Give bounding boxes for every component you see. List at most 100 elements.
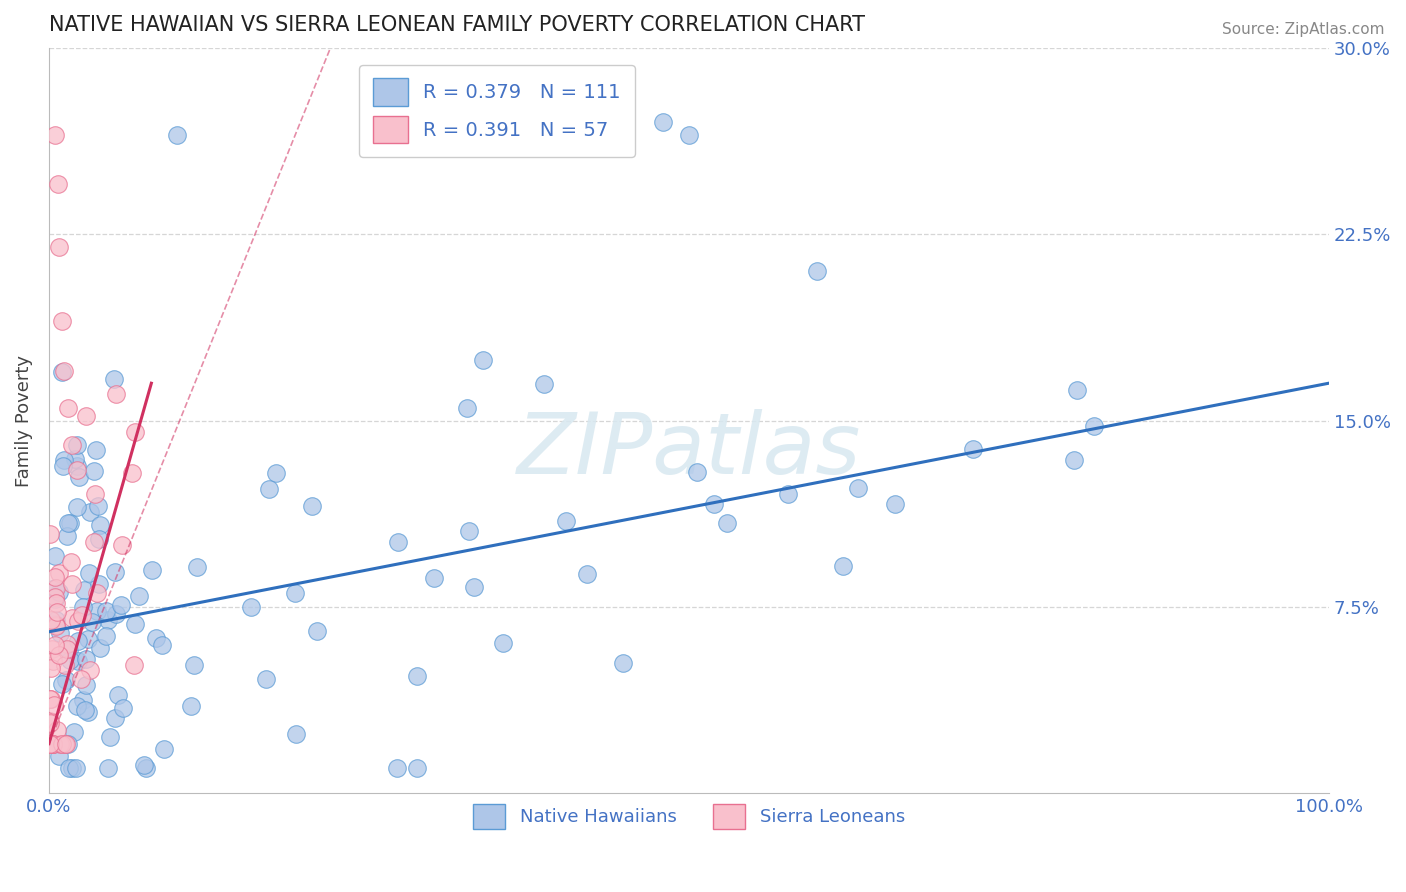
Point (533, 376, 555, 391)
Point (39, 661, 62, 675)
Point (87, 577, 110, 591)
Point (63, 452, 86, 467)
Legend: Native Hawaiians, Sierra Leoneans: Native Hawaiians, Sierra Leoneans (465, 797, 912, 837)
Point (716, 516, 738, 531)
Point (65, 438, 87, 452)
Point (575, 567, 598, 582)
Point (240, 600, 263, 615)
Point (96, 604, 118, 618)
Point (832, 558, 855, 573)
Point (284, 586, 307, 600)
Point (846, 481, 869, 495)
Point (73, 703, 96, 717)
Point (39, 737, 62, 751)
Point (132, 757, 155, 772)
Text: Source: ZipAtlas.com: Source: ZipAtlas.com (1222, 22, 1385, 37)
Point (686, 465, 709, 479)
Point (51, 677, 73, 691)
Point (52, 453, 75, 467)
Point (48, 239, 70, 253)
Point (1083, 419, 1105, 434)
Point (45, 723, 67, 737)
Point (135, 762, 157, 776)
Point (186, 560, 208, 574)
Point (44, 549, 66, 563)
Point (110, 598, 132, 612)
Point (55, 637, 77, 651)
Point (105, 387, 128, 401)
Point (152, 742, 174, 756)
Point (76, 678, 98, 692)
Point (44, 591, 66, 605)
Point (45, 619, 67, 633)
Point (778, 487, 800, 501)
Point (67, 634, 90, 648)
Point (492, 635, 515, 649)
Point (84, 443, 107, 458)
Point (48, 566, 70, 581)
Point (166, 128, 188, 142)
Point (458, 524, 481, 539)
Point (59, 653, 82, 667)
Point (555, 514, 578, 528)
Point (75, 651, 97, 665)
Point (66, 699, 89, 714)
Point (83, 534, 105, 549)
Point (66, 654, 89, 668)
Point (51, 366, 73, 380)
Point (55, 641, 77, 656)
Point (703, 497, 725, 511)
Point (86, 499, 108, 513)
Point (884, 497, 907, 511)
Point (66, 459, 89, 474)
Point (55, 529, 77, 543)
Point (89, 532, 111, 546)
Point (79, 505, 101, 519)
Point (70, 672, 93, 686)
Point (42, 737, 65, 751)
Point (60, 555, 83, 569)
Point (103, 372, 125, 386)
Point (463, 580, 485, 594)
Point (98, 731, 121, 745)
Point (79, 566, 101, 581)
Point (257, 483, 280, 497)
Point (39, 692, 62, 706)
Point (423, 571, 446, 585)
Point (150, 638, 173, 652)
Point (121, 467, 143, 481)
Point (406, 669, 429, 683)
Point (44, 592, 66, 607)
Point (65, 762, 87, 776)
Point (70, 607, 93, 622)
Point (48, 585, 70, 599)
Point (1063, 453, 1085, 467)
Y-axis label: Family Poverty: Family Poverty (15, 354, 32, 486)
Point (103, 565, 125, 579)
Point (42, 654, 65, 668)
Point (49, 737, 72, 751)
Point (58, 762, 80, 776)
Point (124, 616, 146, 631)
Point (45, 597, 67, 611)
Point (264, 466, 287, 480)
Point (76, 705, 98, 719)
Point (1066, 383, 1088, 397)
Point (45, 613, 67, 627)
Point (472, 353, 495, 368)
Point (55, 737, 77, 751)
Point (41, 642, 63, 657)
Point (124, 425, 146, 440)
Point (447, 115, 470, 129)
Point (962, 442, 984, 456)
Point (66, 463, 89, 477)
Point (39, 527, 62, 541)
Point (678, 128, 700, 142)
Point (97, 613, 120, 627)
Point (63, 725, 86, 739)
Point (45, 581, 67, 595)
Point (60, 438, 83, 452)
Point (46, 178, 69, 192)
Point (60, 611, 83, 625)
Point (145, 631, 167, 645)
